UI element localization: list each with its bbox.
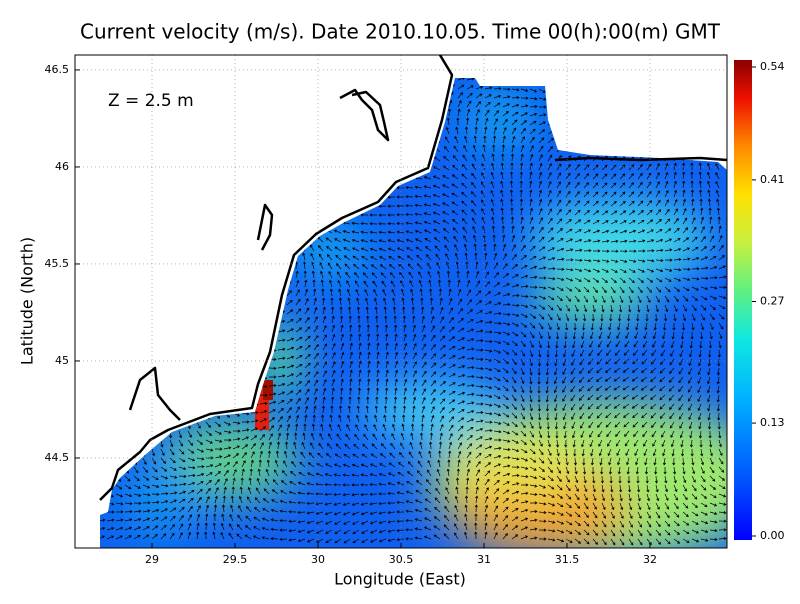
x-tick-label: 31.5 bbox=[555, 553, 580, 566]
colorbar bbox=[734, 60, 752, 540]
colorbar-tick-label: 0.54 bbox=[760, 60, 785, 73]
y-tick-label: 46.5 bbox=[45, 63, 70, 76]
x-tick-label: 31 bbox=[477, 553, 491, 566]
y-tick-label: 44.5 bbox=[45, 451, 70, 464]
depth-annotation: Z = 2.5 m bbox=[108, 91, 194, 111]
colorbar-tick-label: 0.41 bbox=[760, 173, 785, 186]
plot-frame bbox=[74, 54, 728, 549]
coastline bbox=[99, 54, 728, 501]
y-tick-label: 45.5 bbox=[45, 257, 70, 270]
x-tick-label: 30.5 bbox=[389, 553, 414, 566]
x-tick-label: 29.5 bbox=[223, 553, 248, 566]
x-tick-label: 29 bbox=[145, 553, 159, 566]
colorbar-tick-label: 0.27 bbox=[760, 295, 785, 308]
y-tick-label: 46 bbox=[55, 160, 69, 173]
colorbar-tick-label: 0.13 bbox=[760, 416, 785, 429]
y-axis-label: Latitude (North) bbox=[18, 237, 37, 365]
x-tick-label: 32 bbox=[643, 553, 657, 566]
x-axis-label: Longitude (East) bbox=[334, 570, 466, 589]
x-tick-label: 30 bbox=[311, 553, 325, 566]
colorbar-tick-label: 0.00 bbox=[760, 529, 785, 542]
chart-title: Current velocity (m/s). Date 2010.10.05.… bbox=[80, 20, 721, 44]
y-tick-label: 45 bbox=[55, 354, 69, 367]
